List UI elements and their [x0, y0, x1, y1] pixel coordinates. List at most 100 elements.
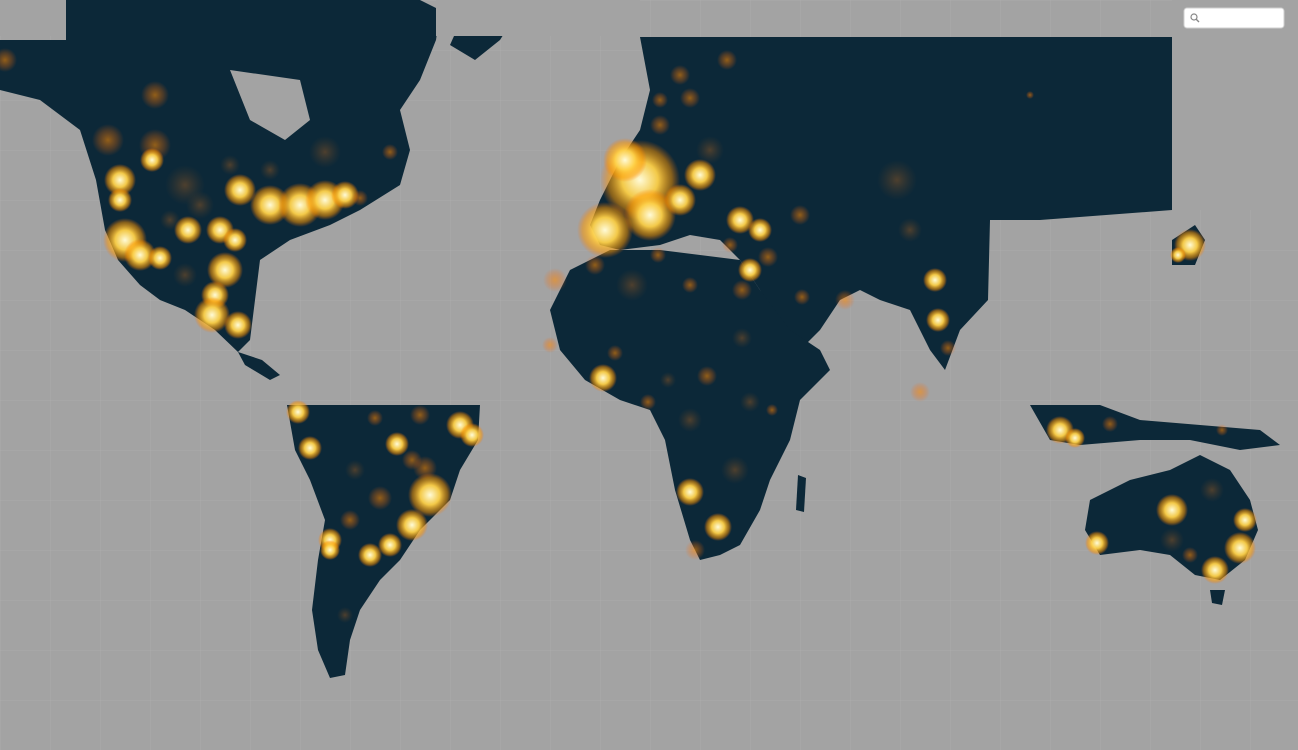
activity-glow — [650, 247, 666, 263]
activity-glow — [680, 88, 700, 108]
activity-glow — [1224, 532, 1256, 564]
activity-glow — [616, 269, 648, 301]
activity-glow — [340, 510, 360, 530]
activity-glow — [141, 81, 169, 109]
activity-glow — [92, 124, 124, 156]
land-masses — [0, 0, 1280, 678]
activity-glow — [1026, 91, 1034, 99]
activity-glow — [298, 436, 322, 460]
activity-glow — [923, 268, 947, 292]
activity-glow — [224, 311, 252, 339]
activity-glow — [352, 190, 368, 206]
activity-glow — [1201, 556, 1229, 584]
activity-glow — [726, 206, 754, 234]
activity-glow — [542, 337, 558, 353]
activity-glow — [220, 155, 240, 175]
activity-glow — [898, 218, 922, 242]
activity-glow — [368, 486, 392, 510]
activity-glow — [337, 607, 353, 623]
activity-glow — [385, 432, 409, 456]
activity-glow — [320, 540, 340, 560]
activity-glow — [704, 513, 732, 541]
activity-glow — [460, 423, 484, 447]
activity-glow — [174, 216, 202, 244]
activity-glow — [722, 237, 738, 253]
activity-glow — [766, 404, 778, 416]
activity-glow — [1182, 547, 1198, 563]
tile-cutouts — [0, 0, 1298, 210]
activity-glow — [696, 136, 724, 164]
activity-glow — [378, 533, 402, 557]
activity-glow — [650, 115, 670, 135]
activity-glow — [624, 189, 676, 241]
activity-glow — [940, 340, 956, 356]
activity-glow — [790, 205, 810, 225]
activity-glow — [732, 328, 752, 348]
activity-glow — [835, 290, 855, 310]
activity-glow — [1102, 416, 1118, 432]
activity-glow — [758, 247, 778, 267]
tasmania — [1210, 590, 1225, 605]
activity-glow — [0, 48, 17, 72]
activity-glow — [224, 174, 256, 206]
activity-glow — [607, 345, 623, 361]
activity-glow — [367, 410, 383, 426]
activity-glow — [1170, 247, 1186, 263]
activity-glow — [223, 228, 247, 252]
activity-glow — [640, 394, 656, 410]
activity-glow — [260, 160, 280, 180]
activity-glow — [877, 160, 917, 200]
activity-glow — [124, 239, 156, 271]
activity-glow — [309, 136, 341, 168]
activity-glow — [664, 184, 696, 216]
activity-glow — [358, 543, 382, 567]
activity-glow — [910, 382, 930, 402]
activity-glow — [676, 478, 704, 506]
activity-glow — [1160, 528, 1184, 552]
activity-glow — [732, 280, 752, 300]
activity-glow — [108, 188, 132, 212]
activity-glow — [740, 392, 760, 412]
activity-glow — [331, 181, 359, 209]
activity-glow — [148, 246, 172, 270]
activity-glow — [682, 277, 698, 293]
madagascar — [796, 475, 806, 512]
eurasia — [590, 37, 1172, 370]
activity-glow — [717, 50, 737, 70]
activity-glow — [585, 255, 605, 275]
activity-glow — [1065, 428, 1085, 448]
activity-glow — [1085, 531, 1109, 555]
activity-glow — [543, 268, 567, 292]
africa — [550, 250, 830, 560]
activity-glow — [926, 308, 950, 332]
activity-glow — [794, 289, 810, 305]
activity-glow — [250, 185, 290, 225]
activity-glow — [678, 408, 702, 432]
activity-glow — [345, 460, 365, 480]
activity-glow — [382, 144, 398, 160]
north-america — [0, 0, 440, 352]
activity-glow — [104, 164, 136, 196]
activity-glow — [1216, 424, 1228, 436]
activity-glow — [670, 65, 690, 85]
activity-glow — [1200, 478, 1224, 502]
activity-glow — [1233, 508, 1257, 532]
activity-glow — [748, 218, 772, 242]
activity-glow — [186, 191, 214, 219]
activity-glow — [173, 263, 197, 287]
activity-glow — [194, 297, 230, 333]
activity-glow — [410, 405, 430, 425]
search-icon — [1190, 13, 1200, 23]
activity-glow — [140, 148, 164, 172]
activity-glow — [286, 400, 310, 424]
activity-glow — [721, 456, 749, 484]
activity-glow — [577, 202, 633, 258]
indonesia — [1030, 405, 1280, 450]
activity-glow — [207, 252, 243, 288]
activity-glow — [738, 258, 762, 282]
search-box[interactable] — [1183, 7, 1285, 29]
activity-glow — [603, 138, 647, 182]
activity-glow — [1156, 494, 1188, 526]
activity-glow — [396, 509, 428, 541]
